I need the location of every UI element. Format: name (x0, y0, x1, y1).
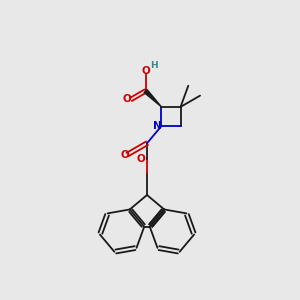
Text: O: O (122, 94, 131, 104)
Text: O: O (136, 154, 146, 164)
Text: N: N (153, 121, 162, 131)
Polygon shape (144, 89, 161, 107)
Text: H: H (150, 61, 158, 70)
Text: O: O (120, 149, 129, 160)
Text: O: O (141, 65, 150, 76)
